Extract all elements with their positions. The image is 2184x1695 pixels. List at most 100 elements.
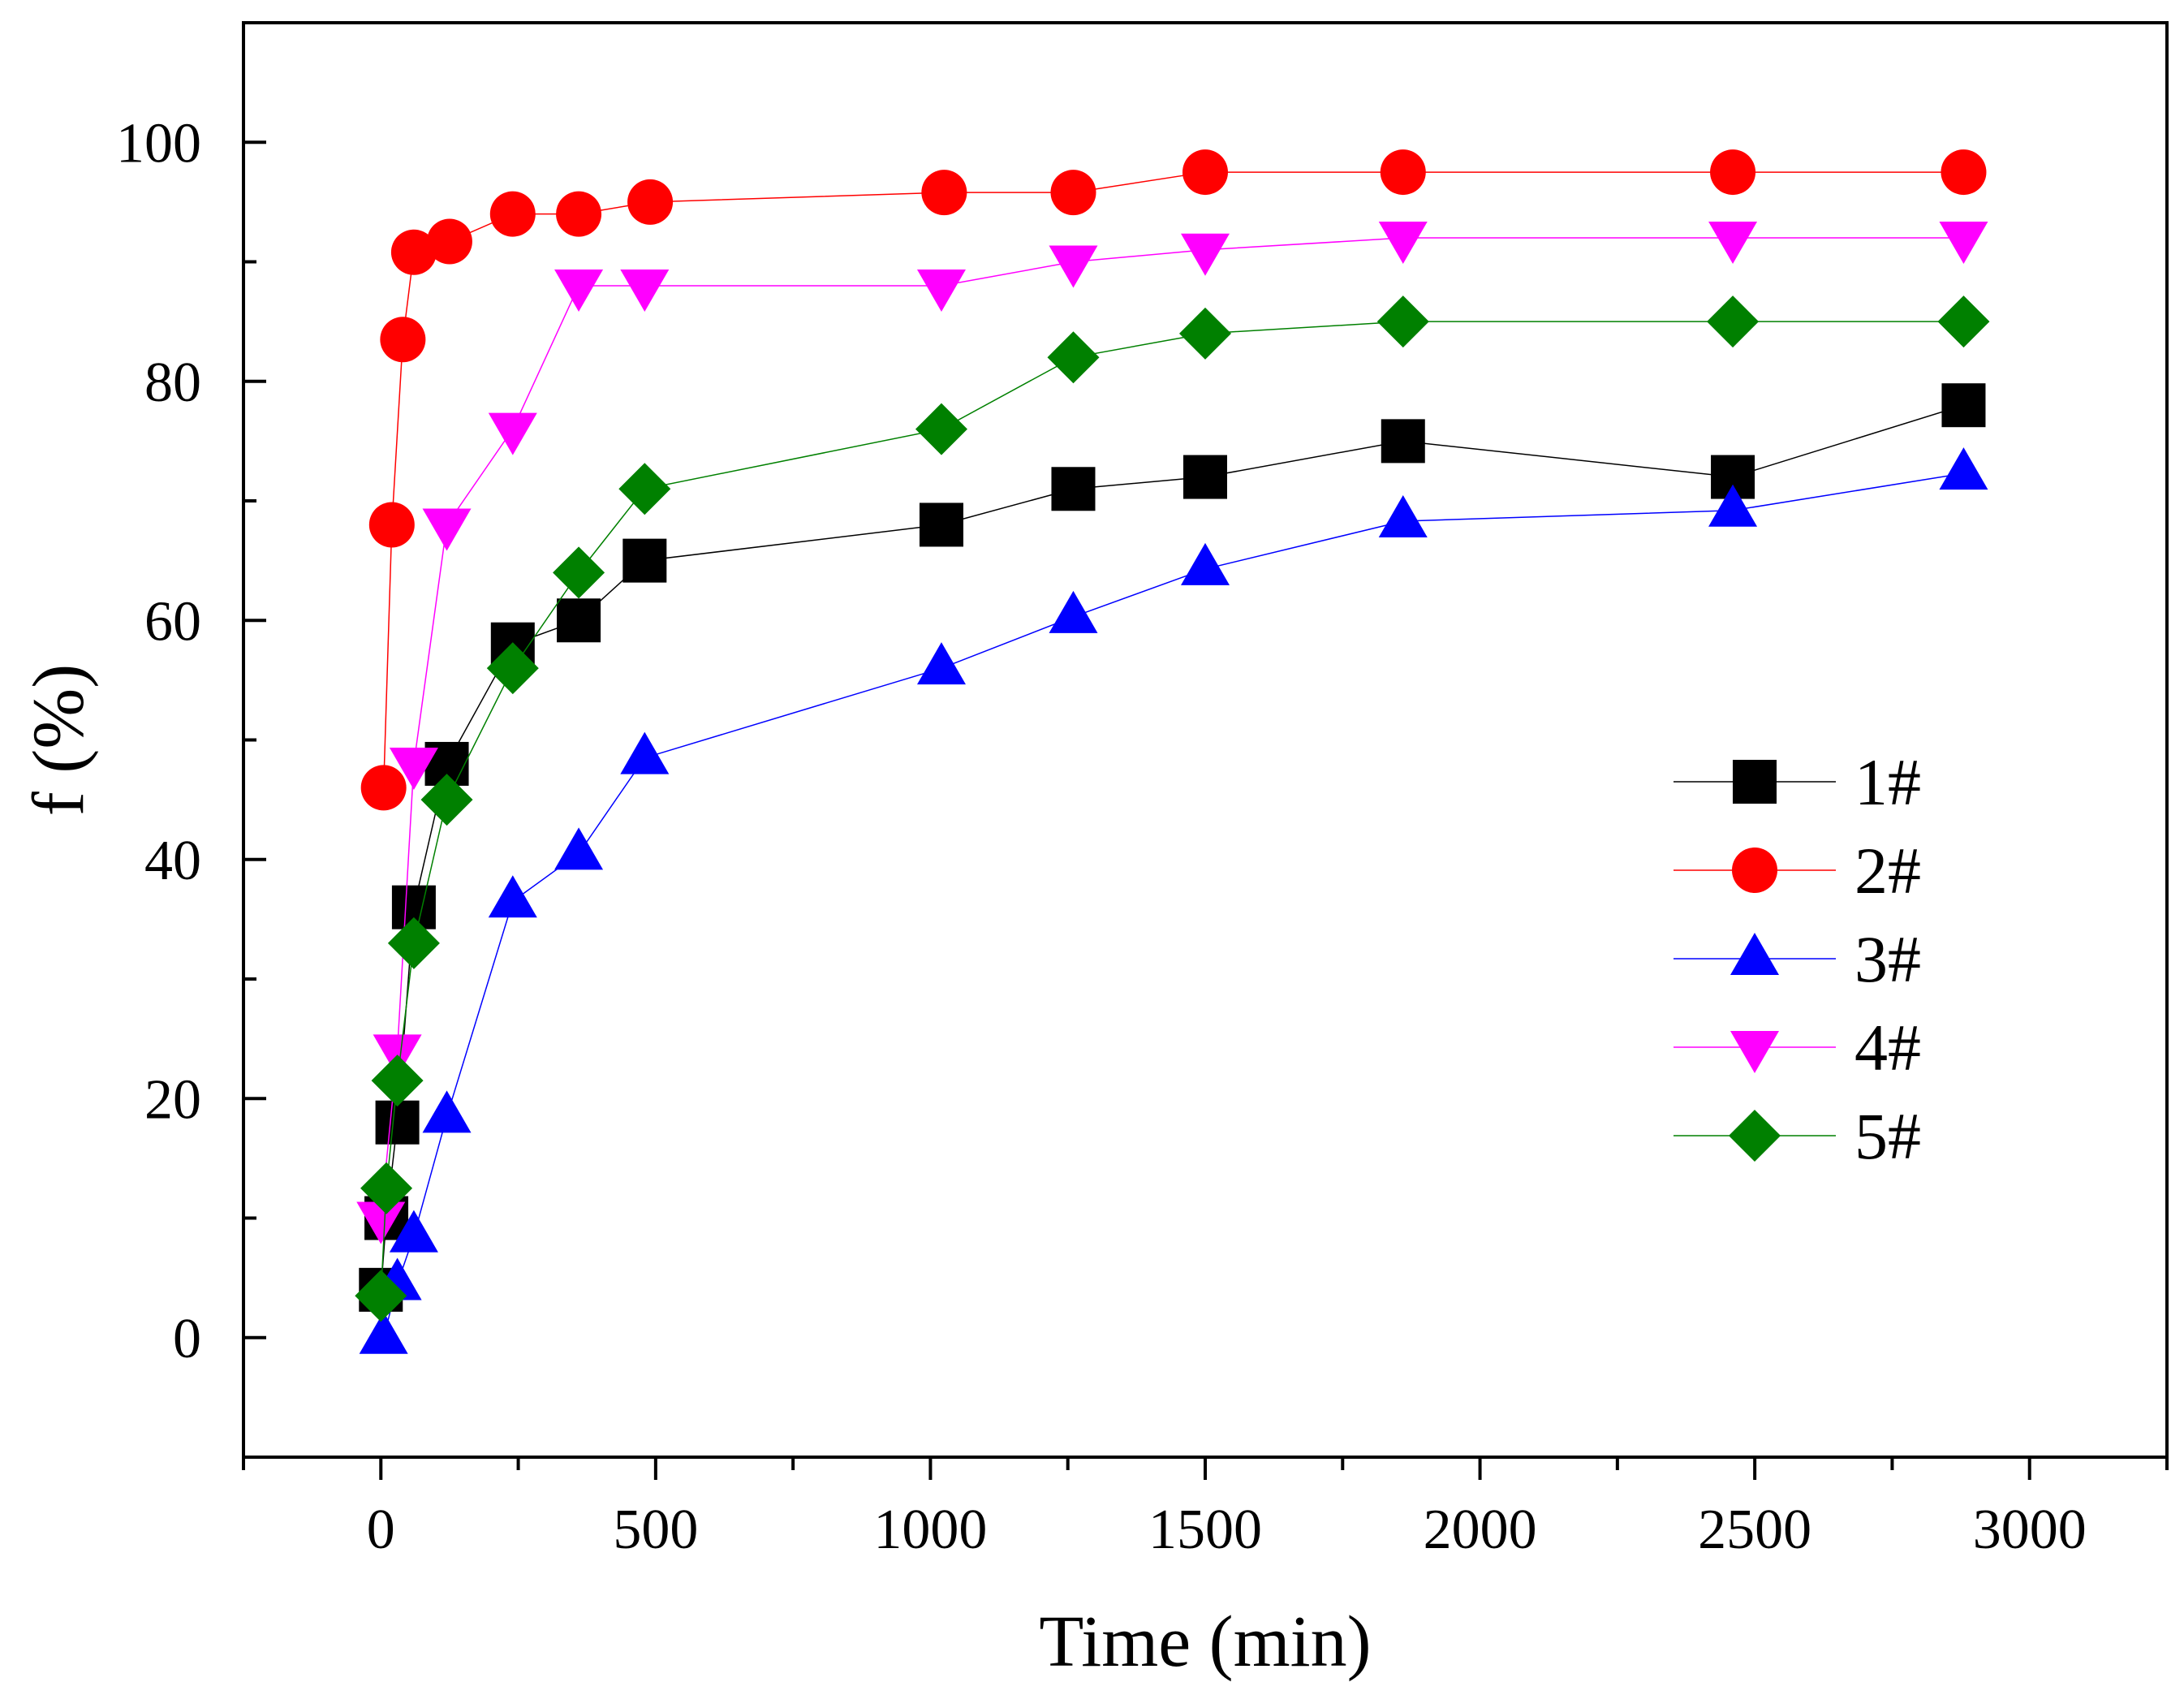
data-point-3 bbox=[422, 1090, 472, 1133]
data-point-3 bbox=[554, 827, 604, 870]
y-axis: 0 20 40 60 80 100 bbox=[116, 21, 266, 1459]
data-point-2 bbox=[556, 191, 602, 237]
data-point-2 bbox=[627, 179, 674, 225]
data-point-5 bbox=[355, 1270, 407, 1322]
data-point-4 bbox=[1378, 222, 1428, 265]
data-point-2 bbox=[921, 170, 967, 216]
data-point-3 bbox=[916, 642, 966, 685]
data-point-2 bbox=[489, 191, 536, 237]
data-point-2 bbox=[368, 502, 415, 548]
y-tick-label: 80 bbox=[144, 352, 201, 414]
legend-marker bbox=[1729, 1110, 1781, 1162]
data-point-4 bbox=[488, 412, 537, 455]
legend-label: 1# bbox=[1854, 745, 1921, 819]
data-point-1 bbox=[1941, 383, 1986, 428]
data-point-5 bbox=[486, 642, 539, 695]
data-point-5 bbox=[1937, 295, 1990, 348]
y-tick-label: 40 bbox=[144, 830, 201, 892]
data-point-2 bbox=[1380, 149, 1426, 196]
data-point-5 bbox=[1376, 295, 1429, 348]
data-point-3 bbox=[359, 1311, 408, 1354]
data-point-1 bbox=[1183, 455, 1227, 499]
series-2 bbox=[360, 149, 1987, 811]
legend-item-2: 2# bbox=[1674, 834, 1921, 908]
data-point-3 bbox=[1708, 484, 1758, 527]
data-point-2 bbox=[1941, 149, 1987, 196]
series-layer bbox=[355, 149, 1990, 1354]
data-point-5 bbox=[618, 463, 671, 515]
data-point-5 bbox=[387, 917, 440, 969]
x-axis: 0 500 1000 1500 2000 2500 3000 bbox=[242, 1457, 2169, 1561]
data-point-5 bbox=[553, 546, 605, 599]
data-point-1 bbox=[375, 1100, 420, 1145]
legend-marker bbox=[1732, 848, 1777, 893]
data-point-4 bbox=[389, 747, 438, 790]
data-point-1 bbox=[1381, 419, 1425, 464]
data-point-1 bbox=[919, 502, 963, 547]
data-point-3 bbox=[1049, 590, 1098, 633]
data-point-3 bbox=[488, 875, 537, 918]
legend-item-1: 1# bbox=[1674, 745, 1921, 819]
x-tick-label: 500 bbox=[613, 1499, 698, 1561]
legend-label: 5# bbox=[1854, 1099, 1921, 1173]
legend-item-4: 4# bbox=[1674, 1011, 1921, 1085]
y-tick-label: 60 bbox=[144, 590, 201, 653]
data-point-2 bbox=[380, 317, 426, 363]
data-point-5 bbox=[1047, 331, 1100, 384]
data-point-2 bbox=[1710, 149, 1756, 196]
legend-marker bbox=[1730, 1031, 1779, 1073]
series-4 bbox=[356, 222, 1988, 1244]
series-3 bbox=[359, 447, 1988, 1354]
data-point-4 bbox=[1708, 222, 1758, 265]
legend: 1# 2# 3# 4# 5# bbox=[1674, 745, 1921, 1173]
data-point-2 bbox=[426, 218, 472, 265]
data-point-4 bbox=[1939, 222, 1988, 265]
legend-item-5: 5# bbox=[1674, 1099, 1921, 1173]
data-point-3 bbox=[1181, 542, 1230, 585]
data-point-3 bbox=[1939, 447, 1988, 490]
data-point-4 bbox=[422, 508, 472, 551]
legend-label: 3# bbox=[1854, 922, 1921, 996]
y-tick-label: 20 bbox=[144, 1068, 201, 1131]
data-point-1 bbox=[622, 538, 667, 583]
x-tick-label: 0 bbox=[367, 1499, 395, 1561]
legend-label: 4# bbox=[1854, 1011, 1921, 1085]
data-point-4 bbox=[356, 1201, 406, 1244]
data-point-4 bbox=[916, 269, 966, 312]
data-point-4 bbox=[620, 269, 670, 312]
data-point-4 bbox=[1181, 233, 1230, 276]
x-tick-label: 1500 bbox=[1148, 1499, 1262, 1561]
data-point-3 bbox=[1378, 495, 1428, 538]
data-point-4 bbox=[554, 269, 604, 312]
data-point-2 bbox=[1182, 149, 1228, 196]
data-point-2 bbox=[1050, 170, 1096, 216]
y-tick-label: 100 bbox=[116, 112, 201, 175]
legend-label: 2# bbox=[1854, 834, 1921, 908]
series-5 bbox=[355, 295, 1990, 1322]
data-point-4 bbox=[1049, 245, 1098, 288]
data-point-5 bbox=[371, 1055, 424, 1107]
x-tick-label: 2000 bbox=[1424, 1499, 1537, 1561]
x-tick-label: 2500 bbox=[1698, 1499, 1811, 1561]
data-point-5 bbox=[360, 1162, 413, 1214]
data-point-5 bbox=[915, 403, 967, 455]
legend-marker bbox=[1733, 760, 1777, 804]
data-point-1 bbox=[1051, 467, 1096, 511]
data-point-5 bbox=[1179, 307, 1231, 360]
data-point-5 bbox=[1707, 295, 1760, 348]
y-tick-label: 0 bbox=[173, 1308, 201, 1370]
data-point-3 bbox=[620, 731, 670, 774]
legend-item-3: 3# bbox=[1674, 922, 1921, 996]
data-point-1 bbox=[557, 598, 601, 643]
y-axis-title: f (%) bbox=[19, 664, 99, 816]
data-point-3 bbox=[389, 1210, 438, 1253]
x-tick-label: 3000 bbox=[1973, 1499, 2087, 1561]
data-point-2 bbox=[360, 765, 407, 811]
x-tick-label: 1000 bbox=[873, 1499, 987, 1561]
data-point-2 bbox=[390, 229, 437, 275]
data-point-5 bbox=[420, 774, 473, 826]
x-axis-title: Time (min) bbox=[1039, 1602, 1371, 1682]
